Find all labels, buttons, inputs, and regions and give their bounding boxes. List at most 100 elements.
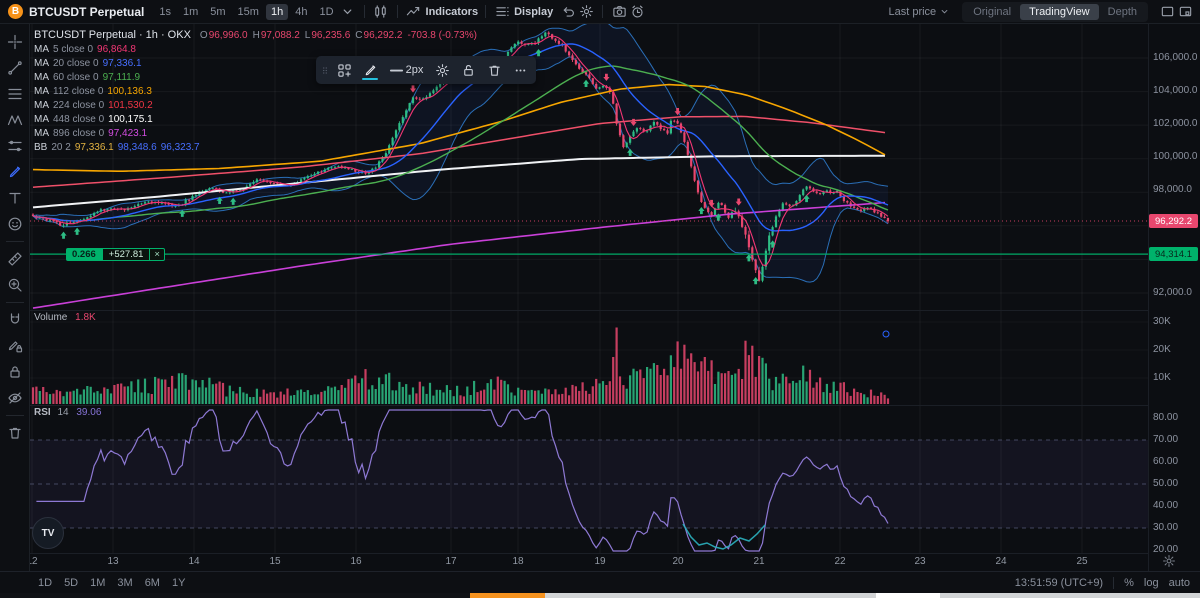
indicator-legend: BTCUSDT Perpetual · 1h · OKX O96,996.0 H9… [34,28,477,155]
log-scale-button[interactable]: log [1143,577,1159,589]
range-3m[interactable]: 3M [117,577,133,589]
more-options-icon[interactable] [508,58,532,82]
clock[interactable]: 13:51:59 (UTC+9) [1014,577,1104,589]
tool-brush[interactable] [3,160,27,184]
scrollbar-white-thumb[interactable] [876,593,940,598]
ma-legend-row[interactable]: MA 448 close 0 100,175.1 [34,113,477,127]
tool-long-position[interactable] [3,134,27,158]
rsi-teal-segment [682,523,766,550]
drawing-settings-gear-icon[interactable] [430,58,454,82]
timeframe-1m[interactable]: 1m [182,5,199,18]
tool-zoom-in[interactable] [3,273,27,297]
ma-legend-rows: MA 5 close 0 96,864.8 MA 20 close 0 97,336.1 M… [34,43,477,155]
ma-legend-row[interactable]: MA 60 close 0 97,111.9 [34,71,477,85]
ma-legend-row[interactable]: MA 5 close 0 96,864.8 [34,43,477,57]
ma-legend-row[interactable]: MA 112 close 0 100,136.3 [34,85,477,99]
unlock-icon[interactable] [456,58,480,82]
brush-color-button[interactable] [358,58,382,82]
tool-trend-line[interactable] [3,56,27,80]
timeframe-4h[interactable]: 4h [295,5,308,18]
ohlc-value: 96,292.2 [363,30,403,41]
rsi-period: 14 [57,407,69,418]
tool-remove-all[interactable] [3,421,27,445]
time-axis-label: 21 [753,556,765,567]
tool-crosshair[interactable] [3,30,27,54]
tool-ruler[interactable] [3,247,27,271]
line-width-button[interactable]: 2px [384,58,428,82]
rsi-legend[interactable]: RSI 14 39.06 [34,407,101,418]
template-grid-icon[interactable] [332,58,356,82]
tool-emoji[interactable] [3,212,27,236]
view-tab-original[interactable]: Original [973,5,1012,18]
percent-scale-button[interactable]: % [1124,577,1134,589]
screenshot-camera-icon[interactable] [610,3,628,21]
tool-group-divider [5,302,24,303]
bottom-scrollbar[interactable] [0,593,1200,598]
timeframe-1D[interactable]: 1D [319,5,334,18]
last-price-dropdown[interactable]: Last price [888,6,950,18]
tool-text[interactable] [3,186,27,210]
tool-xabcd-pattern[interactable] [3,108,27,132]
tool-drawing-lock[interactable] [3,334,27,358]
scrollbar-orange-thumb[interactable] [470,593,545,598]
timeframe-1s[interactable]: 1s [159,5,171,18]
symbol-legend-row[interactable]: BTCUSDT Perpetual · 1h · OKX O96,996.0 H9… [34,28,477,43]
footer-divider [1113,577,1115,589]
range-1y[interactable]: 1Y [171,577,186,589]
drawing-lock-icon [8,341,22,353]
ohlc-label: L [304,30,311,41]
symbol-title[interactable]: BTCUSDT Perpetual [29,4,145,19]
bb-legend-row[interactable]: BB 20 2 97,336.1 98,348.6 96,323.7 [34,141,477,155]
volume-axis-label: 30K [1153,316,1171,327]
pane-separator[interactable] [30,405,1200,406]
axis-settings-gear-icon[interactable] [1162,554,1176,568]
auto-scale-button[interactable]: auto [1168,577,1190,589]
range-1d[interactable]: 1D [38,577,53,589]
indicators-button[interactable]: Indicators [425,5,479,18]
view-tab-depth[interactable]: Depth [1107,5,1137,18]
remove-all-icon [8,427,21,439]
indicators-icon[interactable] [405,3,423,21]
range-6m[interactable]: 6M [144,577,160,589]
price-alert-clock-icon[interactable] [628,3,646,21]
tool-hide-all[interactable] [3,386,27,410]
tool-fib-retracement[interactable] [3,82,27,106]
ma-value: 97,111.9 [102,72,141,83]
fullscreen-expand-icon[interactable] [1176,3,1194,21]
ohlc-value: 96,235.6 [311,30,351,41]
pane-separator[interactable] [30,310,1200,311]
buy-arrow-icon [535,49,542,57]
timeframe-5m[interactable]: 5m [210,5,226,18]
tool-magnet[interactable] [3,308,27,332]
timeframe-1h[interactable]: 1h [265,3,289,20]
undo-icon[interactable] [559,3,577,21]
volume-pane [31,327,890,404]
toolbar-drag-handle[interactable] [320,58,330,82]
price-axis-label: 102,000.0 [1153,118,1198,129]
range-1m[interactable]: 1M [90,577,106,589]
timeframe-chevron-down-icon[interactable] [339,3,357,21]
ma-legend-row[interactable]: MA 896 close 0 97,423.1 [34,127,477,141]
alert-pnl-badge[interactable]: +527.81 [101,248,151,261]
timeframe-15m[interactable]: 15m [237,5,259,18]
chart-settings-gear-icon[interactable] [577,3,595,21]
time-axis[interactable]: 12 13 14 15 16 17 18 19 20 21 22 23 24 25 [26,553,1148,571]
price-axis[interactable]: 106,000.0 104,000.0 102,000.0 100,000.0 98,0… [1148,23,1200,571]
range-5d[interactable]: 5D [64,577,79,589]
hide-all-icon [7,392,22,404]
panel-window-icon[interactable] [1158,3,1176,21]
alert-close-button[interactable]: × [150,248,165,261]
display-button[interactable]: Display [514,5,554,18]
alert-qty-badge[interactable]: 0.266 [66,248,102,261]
delete-drawing-trash-icon[interactable] [482,58,506,82]
ma-legend-row[interactable]: MA 20 close 0 97,336.1 [34,57,477,71]
tool-lock-all[interactable] [3,360,27,384]
display-icon[interactable] [493,3,511,21]
volume-legend[interactable]: Volume 1.8K [34,312,96,323]
footer-right: 13:51:59 (UTC+9) % log auto [1015,577,1190,589]
tradingview-logo[interactable]: TV [32,517,64,549]
view-tab-tradingview[interactable]: TradingView [1020,3,1099,20]
ma-legend-row[interactable]: MA 224 close 0 101,530.2 [34,99,477,113]
candle-style-icon[interactable] [372,3,390,21]
chart-canvas[interactable] [30,23,1148,553]
